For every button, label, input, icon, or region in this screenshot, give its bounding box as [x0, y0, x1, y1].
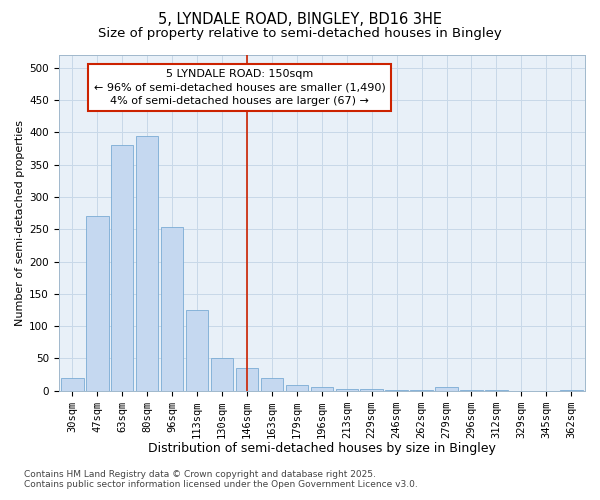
Bar: [211, 358, 233, 390]
Text: Size of property relative to semi-detached houses in Bingley: Size of property relative to semi-detach…: [98, 28, 502, 40]
Bar: [86, 216, 109, 390]
X-axis label: Distribution of semi-detached houses by size in Bingley: Distribution of semi-detached houses by …: [148, 442, 496, 455]
Text: 5 LYNDALE ROAD: 150sqm
← 96% of semi-detached houses are smaller (1,490)
4% of s: 5 LYNDALE ROAD: 150sqm ← 96% of semi-det…: [94, 69, 385, 106]
Bar: [186, 310, 208, 390]
Bar: [236, 368, 258, 390]
Bar: [61, 378, 83, 390]
Bar: [111, 146, 133, 390]
Text: Contains HM Land Registry data © Crown copyright and database right 2025.
Contai: Contains HM Land Registry data © Crown c…: [24, 470, 418, 489]
Y-axis label: Number of semi-detached properties: Number of semi-detached properties: [15, 120, 25, 326]
Bar: [436, 386, 458, 390]
Bar: [286, 386, 308, 390]
Bar: [136, 136, 158, 390]
Bar: [335, 388, 358, 390]
Text: 5, LYNDALE ROAD, BINGLEY, BD16 3HE: 5, LYNDALE ROAD, BINGLEY, BD16 3HE: [158, 12, 442, 28]
Bar: [161, 228, 184, 390]
Bar: [261, 378, 283, 390]
Bar: [311, 388, 333, 390]
